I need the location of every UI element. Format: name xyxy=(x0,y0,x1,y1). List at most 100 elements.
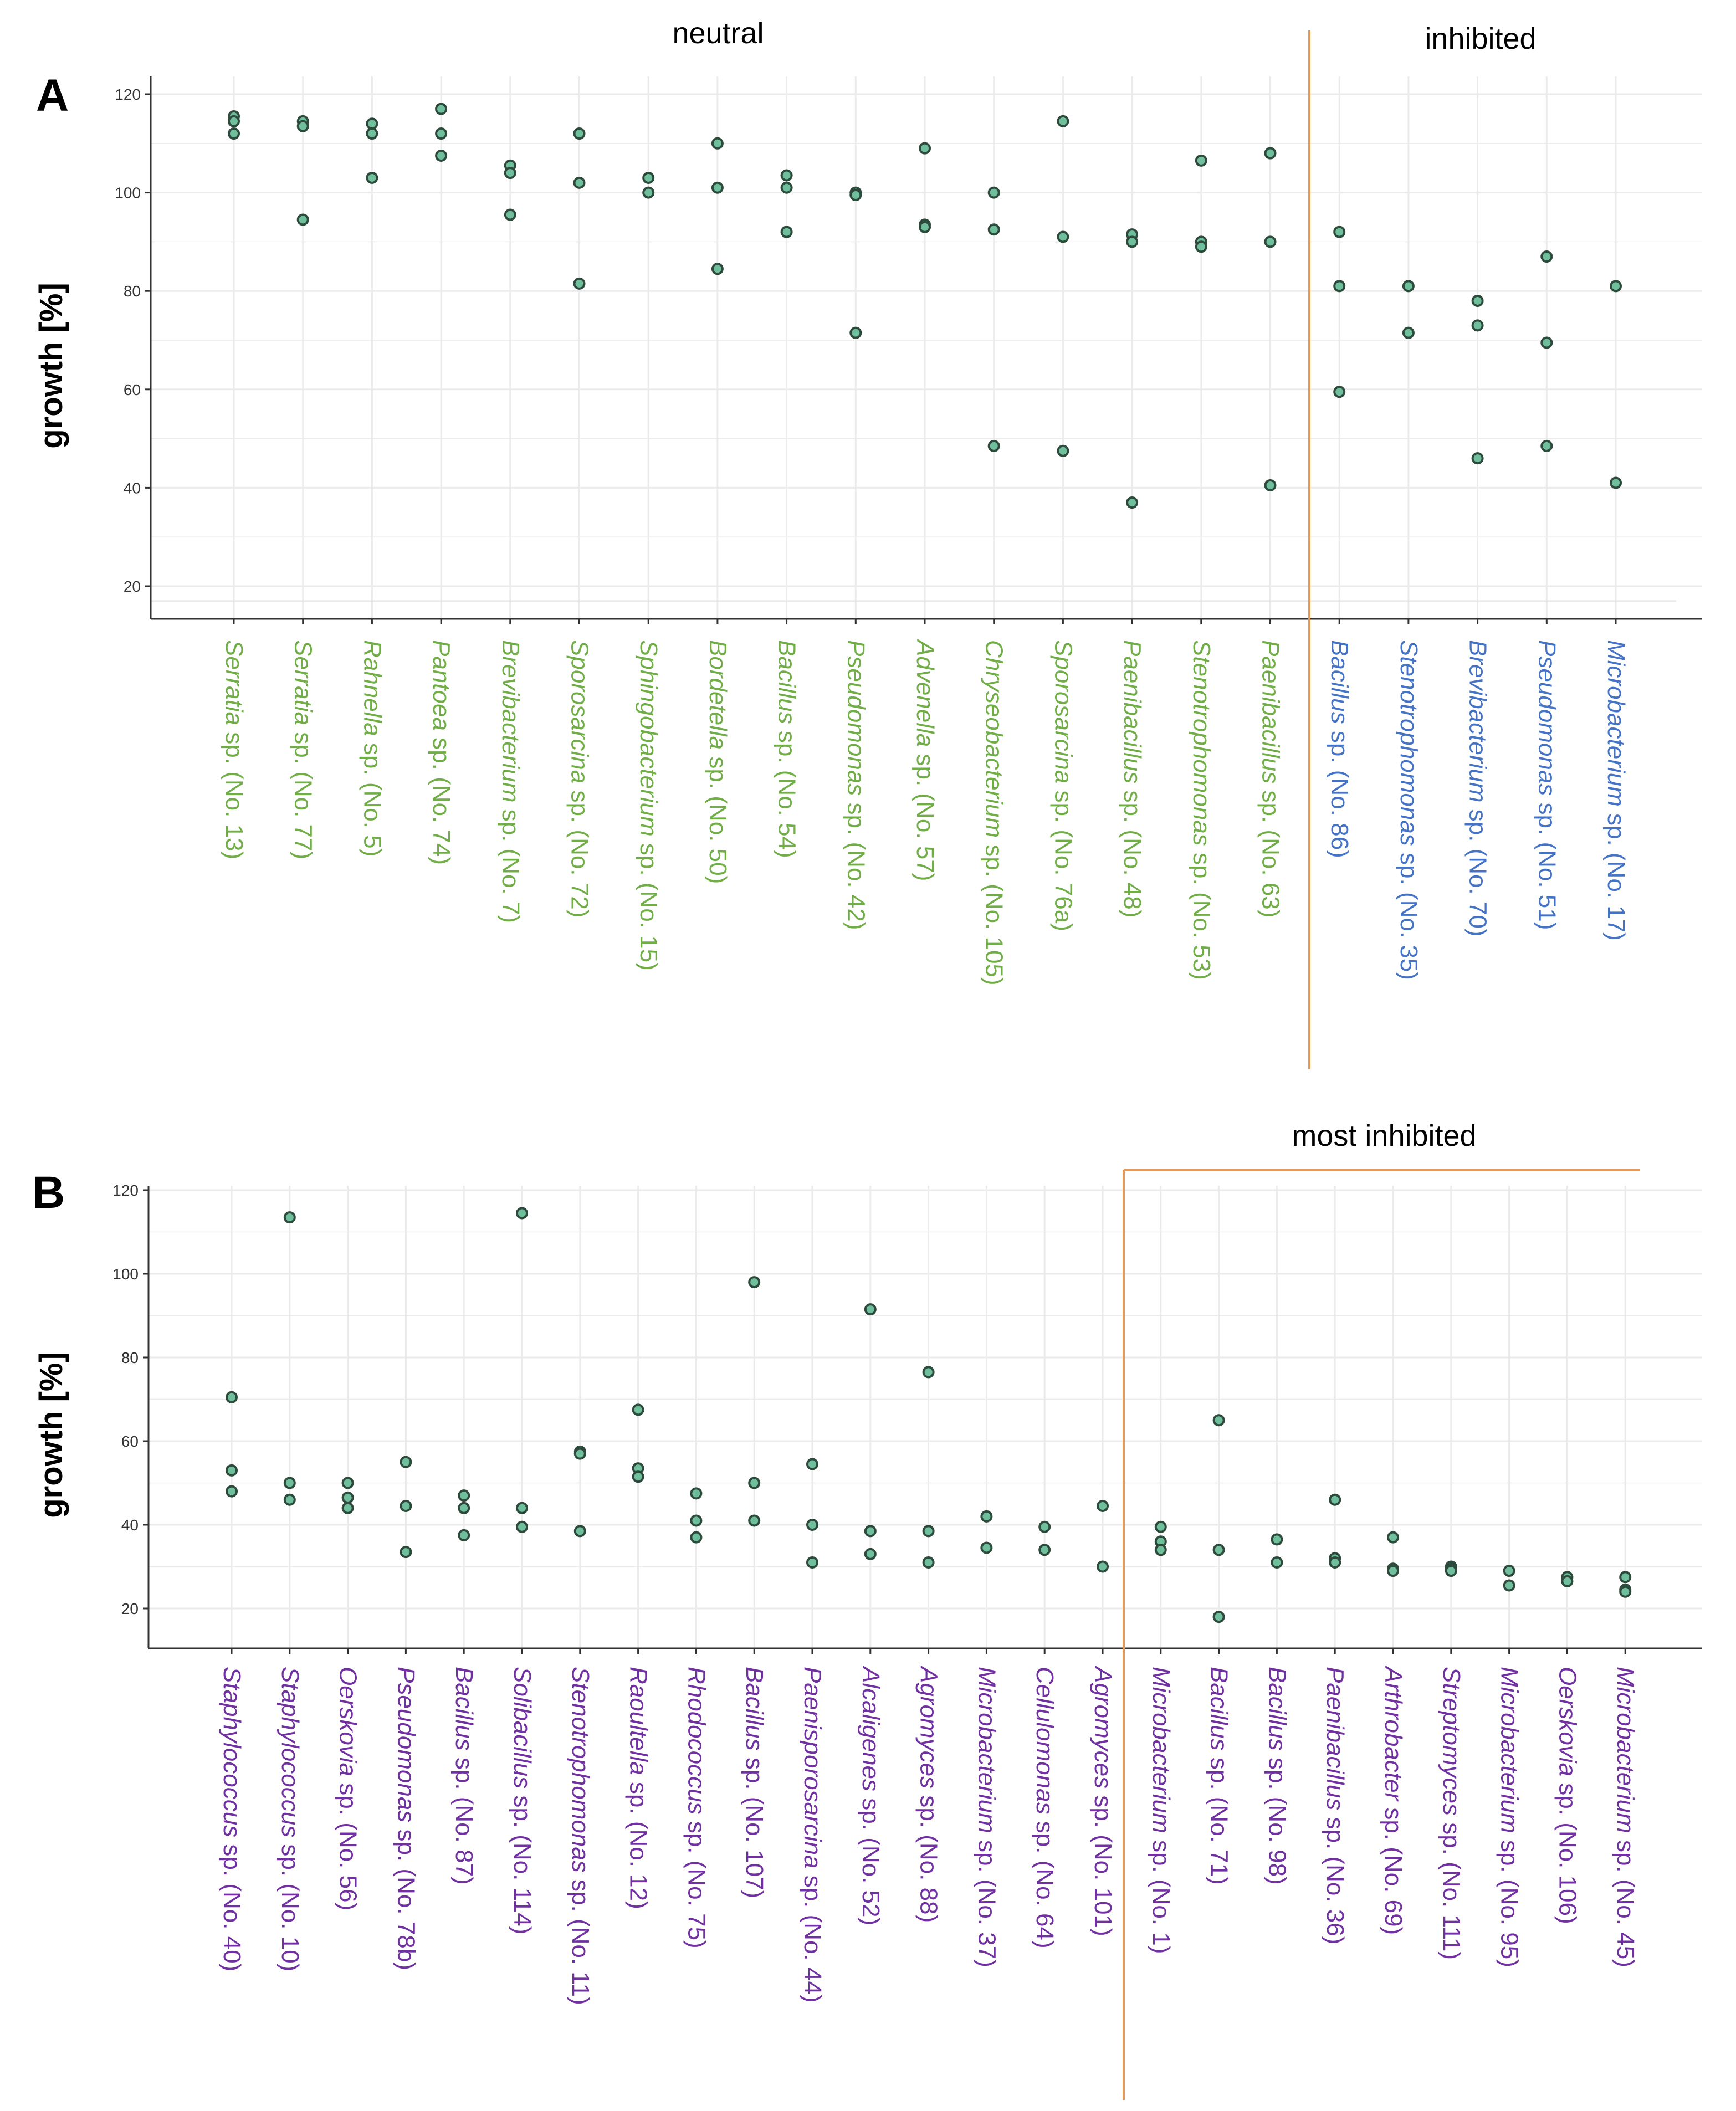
category-strain: sp. (No. 17) xyxy=(1602,807,1630,941)
data-point xyxy=(1471,452,1484,465)
data-point xyxy=(1038,1544,1051,1556)
data-point xyxy=(690,1514,703,1527)
category-genus: Alcaligenes xyxy=(857,1665,884,1791)
grid xyxy=(148,1186,1702,1648)
category-genus: Streptomyces xyxy=(1438,1667,1465,1816)
category-label: Sphingobacterium sp. (No. 15) xyxy=(635,640,662,971)
data-point xyxy=(1329,1493,1341,1506)
data-point xyxy=(400,1500,412,1513)
data-point xyxy=(864,1548,877,1560)
data-point xyxy=(987,223,1000,236)
panel-b: 20 40 60 80 100 120 growth [%] B Staphylococcus … xyxy=(32,1119,1702,2100)
data-point xyxy=(922,1525,935,1538)
data-point xyxy=(748,1477,761,1489)
category-genus: Serratia xyxy=(221,640,248,725)
data-point xyxy=(1057,444,1069,457)
category-genus: Sporosarcina xyxy=(1049,640,1077,783)
data-point xyxy=(1126,496,1139,509)
data-point xyxy=(228,115,240,127)
category-genus: Microbacterium xyxy=(1602,640,1630,807)
data-point xyxy=(226,1485,238,1498)
category-genus: Brevibacterium xyxy=(1464,640,1492,802)
y-tick-label: 80 xyxy=(124,283,141,300)
data-point xyxy=(504,208,516,221)
category-strain: sp. (No. 36) xyxy=(1322,1810,1349,1944)
category-strain: sp. (No. 88) xyxy=(915,1789,943,1923)
category-genus: Bacillus xyxy=(774,640,801,724)
data-point xyxy=(1333,386,1346,398)
data-point xyxy=(1610,476,1622,489)
data-point xyxy=(458,1502,470,1514)
data-point xyxy=(748,1276,761,1289)
category-label: Bacillus sp. (No. 86) xyxy=(1326,640,1353,858)
data-point xyxy=(711,137,724,150)
data-point xyxy=(1154,1544,1167,1556)
data-point xyxy=(1212,1414,1225,1427)
category-genus: Arthrobacter xyxy=(1380,1665,1407,1802)
category-label: Alcaligenes sp. (No. 52) xyxy=(857,1665,884,1925)
category-strain: sp. (No. 69) xyxy=(1380,1801,1407,1935)
data-point xyxy=(1329,1556,1341,1569)
category-label: Bacillus sp. (No. 71) xyxy=(1206,1667,1233,1885)
data-point xyxy=(366,171,378,184)
data-point xyxy=(711,181,724,194)
data-point xyxy=(1264,235,1277,248)
category-genus: Staphylococcus xyxy=(218,1667,245,1837)
category-genus: Brevibacterium xyxy=(497,640,524,802)
data-point xyxy=(283,1493,296,1506)
category-strain: sp. (No. 12) xyxy=(625,1775,652,1909)
category-genus: Stenotrophomonas xyxy=(1395,640,1422,846)
category-strain: sp. (No. 105) xyxy=(981,838,1008,986)
data-point xyxy=(1610,280,1622,293)
y-tick-label: 40 xyxy=(124,479,141,496)
category-label: Microbacterium sp. (No. 37) xyxy=(973,1667,1000,1967)
category-genus: Bacillus xyxy=(1263,1667,1291,1751)
category-label: Brevibacterium sp. (No. 70) xyxy=(1464,640,1492,937)
category-genus: Rahnella xyxy=(359,640,386,736)
y-tick-label: 60 xyxy=(124,381,141,398)
category-genus: Raoultella xyxy=(625,1667,652,1775)
category-label: Staphylococcus sp. (No. 10) xyxy=(276,1667,304,1971)
data-point xyxy=(458,1529,470,1541)
data-point xyxy=(366,117,378,130)
data-point xyxy=(1097,1500,1109,1513)
data-point xyxy=(1212,1544,1225,1556)
category-label: Microbacterium sp. (No. 95) xyxy=(1496,1667,1523,1967)
data-point xyxy=(435,103,448,115)
data-point xyxy=(516,1207,528,1220)
data-point xyxy=(711,263,724,275)
category-genus: Pseudomonas xyxy=(1533,640,1560,796)
category-label: Rhodococcus sp. (No. 75) xyxy=(683,1667,710,1949)
category-label: Streptomyces sp. (No. 111) xyxy=(1438,1667,1465,1960)
data-point xyxy=(1333,280,1346,293)
category-genus: Bacillus xyxy=(1326,640,1353,724)
data-point xyxy=(1057,230,1069,243)
y-axis-label: growth [%] xyxy=(33,1352,69,1518)
data-point xyxy=(1402,326,1415,339)
data-point xyxy=(1387,1565,1399,1577)
data-point xyxy=(806,1519,818,1531)
data-point xyxy=(806,1458,818,1470)
category-strain: sp. (No. 87) xyxy=(450,1751,478,1885)
data-point xyxy=(573,127,586,140)
data-point xyxy=(849,189,862,202)
data-point xyxy=(1097,1560,1109,1573)
category-genus: Rhodococcus xyxy=(683,1667,710,1815)
category-genus: Bacillus xyxy=(741,1667,768,1751)
category-genus: Bordetella xyxy=(704,640,731,750)
category-strain: sp. (No. 13) xyxy=(221,725,248,859)
category-genus: Pseudomonas xyxy=(842,640,869,796)
category-strain: sp. (No. 77) xyxy=(290,725,317,859)
category-genus: Microbacterium xyxy=(1612,1667,1639,1833)
y-tick-label: 100 xyxy=(112,1265,139,1283)
category-genus: Solibacillus xyxy=(509,1667,536,1789)
data-point xyxy=(296,120,309,132)
category-label: Microbacterium sp. (No. 1) xyxy=(1148,1667,1175,1954)
data-point xyxy=(341,1502,354,1514)
data-point xyxy=(980,1541,993,1554)
category-label: Pseudomonas sp. (No. 51) xyxy=(1533,640,1560,930)
data-point xyxy=(1212,1611,1225,1623)
category-label: Sporosarcina sp. (No. 76a) xyxy=(1049,640,1077,931)
data-point xyxy=(632,1403,644,1416)
data-point xyxy=(806,1556,818,1569)
